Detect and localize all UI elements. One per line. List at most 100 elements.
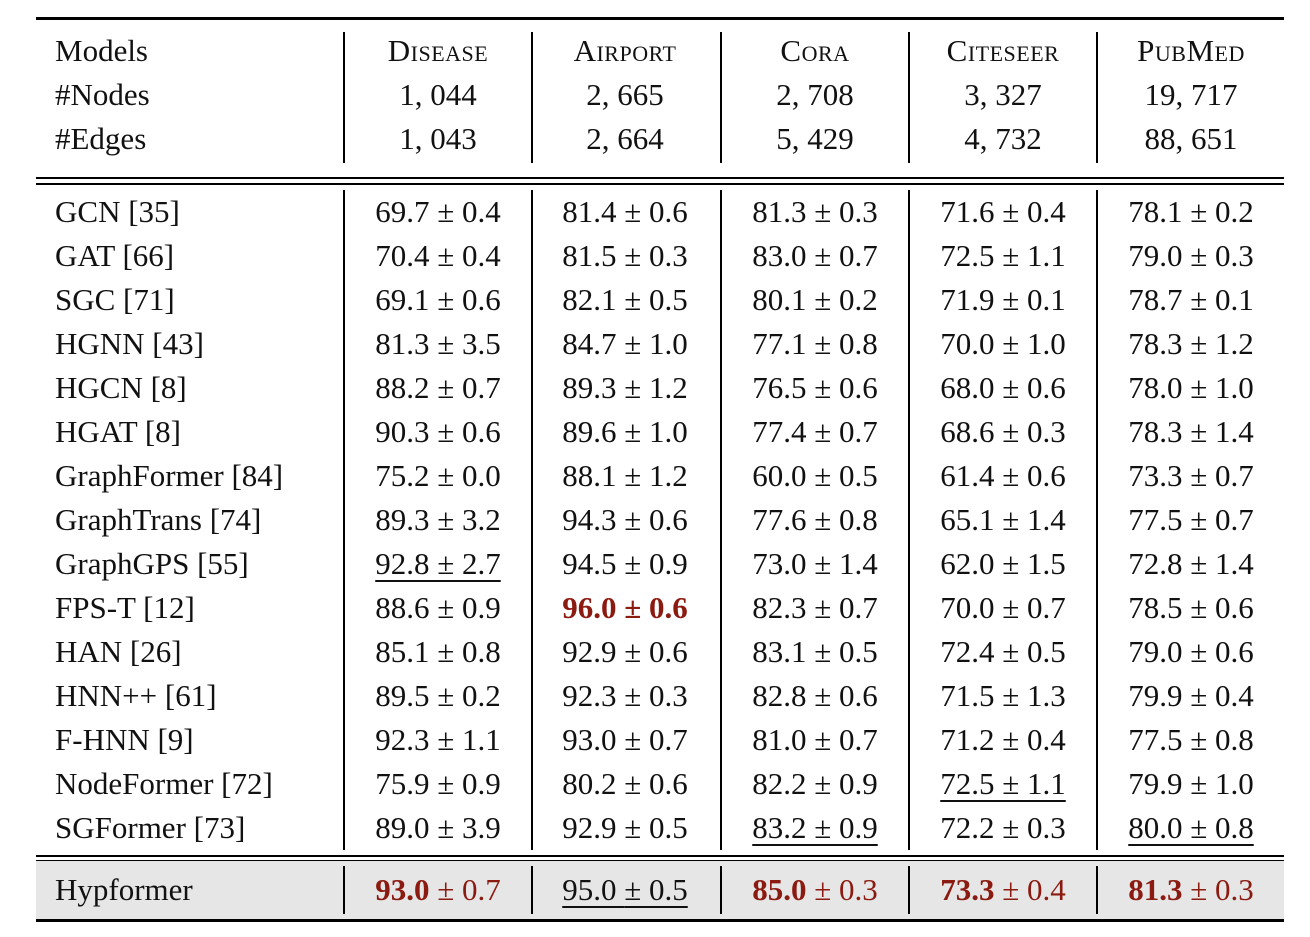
edges-cora: 5, 429 bbox=[776, 121, 854, 156]
cell-pubmed: 78.1 ± 0.2 bbox=[1128, 194, 1254, 229]
cell-citeseer: 68.6 ± 0.3 bbox=[940, 414, 1066, 449]
cell-cora: 76.5 ± 0.6 bbox=[752, 370, 878, 405]
hypformer-row: Hypformer 93.0 ± 0.7 95.0 ± 0.5 85.0 ± 0… bbox=[36, 868, 1284, 912]
cell-citeseer: 72.2 ± 0.3 bbox=[940, 810, 1066, 845]
top-rule bbox=[36, 17, 1284, 20]
hypformer-mean: 93.0 bbox=[375, 872, 430, 907]
cell-cora: 82.8 ± 0.6 bbox=[752, 678, 878, 713]
table-row: GraphFormer [84] 75.2 ± 0.0 88.1 ± 1.2 60.0… bbox=[36, 454, 1284, 498]
nodes-disease: 1, 044 bbox=[399, 77, 477, 112]
cell-disease: 69.1 ± 0.6 bbox=[375, 282, 501, 317]
model-name: GraphGPS [55] bbox=[55, 546, 249, 581]
hypformer-cell-airport: 95.0 ± 0.5 bbox=[532, 868, 718, 912]
models-label: Models bbox=[55, 33, 148, 68]
dataset-citeseer: Citeseer bbox=[946, 33, 1060, 68]
cell-citeseer: 72.5 ± 1.1 bbox=[940, 766, 1066, 801]
hypformer-cell-disease: 93.0 ± 0.7 bbox=[346, 868, 530, 912]
cell-cora: 77.1 ± 0.8 bbox=[752, 326, 878, 361]
hypformer-std: ± 0.3 bbox=[814, 872, 878, 907]
cell-pubmed: 73.3 ± 0.7 bbox=[1128, 458, 1254, 493]
model-name: NodeFormer [72] bbox=[55, 766, 273, 801]
hypformer-model: Hypformer bbox=[55, 872, 193, 907]
cell-disease: 89.3 ± 3.2 bbox=[375, 502, 501, 537]
cell-cora: 73.0 ± 1.4 bbox=[752, 546, 878, 581]
cell-pubmed: 79.9 ± 0.4 bbox=[1128, 678, 1254, 713]
cell-disease: 92.3 ± 1.1 bbox=[375, 722, 501, 757]
model-name: HGCN [8] bbox=[55, 370, 187, 405]
table-row: SGFormer [73] 89.0 ± 3.9 92.9 ± 0.5 83.2 ± … bbox=[36, 806, 1284, 850]
table-row: HGAT [8] 90.3 ± 0.6 89.6 ± 1.0 77.4 ± 0.7 68… bbox=[36, 410, 1284, 454]
header-double-rule-top bbox=[36, 177, 1284, 179]
cell-airport: 89.6 ± 1.0 bbox=[562, 414, 688, 449]
table-row: GraphGPS [55] 92.8 ± 2.7 94.5 ± 0.9 73.0 ± … bbox=[36, 542, 1284, 586]
cell-pubmed: 79.0 ± 0.6 bbox=[1128, 634, 1254, 669]
hypformer-std: ± 0.3 bbox=[1190, 872, 1254, 907]
cell-airport: 93.0 ± 0.7 bbox=[562, 722, 688, 757]
cell-disease: 89.5 ± 0.2 bbox=[375, 678, 501, 713]
cell-disease: 81.3 ± 3.5 bbox=[375, 326, 501, 361]
edges-pubmed: 88, 651 bbox=[1144, 121, 1238, 156]
vline-2-header bbox=[531, 32, 533, 163]
table-row: HNN++ [61] 89.5 ± 0.2 92.3 ± 0.3 82.8 ± 0.6… bbox=[36, 674, 1284, 718]
cell-disease: 90.3 ± 0.6 bbox=[375, 414, 501, 449]
table-row: GCN [35] 69.7 ± 0.4 81.4 ± 0.6 81.3 ± 0.3 71… bbox=[36, 190, 1284, 234]
cell-airport: 94.5 ± 0.9 bbox=[562, 546, 688, 581]
hypformer-highlight bbox=[36, 861, 1284, 919]
cell-cora: 83.1 ± 0.5 bbox=[752, 634, 878, 669]
cell-cora: 83.2 ± 0.9 bbox=[752, 810, 878, 845]
edges-airport: 2, 664 bbox=[586, 121, 664, 156]
cell-citeseer: 68.0 ± 0.6 bbox=[940, 370, 1066, 405]
cell-pubmed: 77.5 ± 0.8 bbox=[1128, 722, 1254, 757]
cell-pubmed: 78.5 ± 0.6 bbox=[1128, 590, 1254, 625]
model-name: GCN [35] bbox=[55, 194, 180, 229]
cell-airport: 82.1 ± 0.5 bbox=[562, 282, 688, 317]
vline-4-header bbox=[908, 32, 910, 163]
cell-disease: 85.1 ± 0.8 bbox=[375, 634, 501, 669]
model-name: F-HNN [9] bbox=[55, 722, 194, 757]
table-row: GAT [66] 70.4 ± 0.4 81.5 ± 0.3 83.0 ± 0.7 72… bbox=[36, 234, 1284, 278]
model-name: GraphFormer [84] bbox=[55, 458, 284, 493]
dataset-cora: Cora bbox=[780, 33, 850, 68]
cell-disease: 89.0 ± 3.9 bbox=[375, 810, 501, 845]
vline-5-body bbox=[1096, 190, 1098, 850]
hypformer-cell-citeseer: 73.3 ± 0.4 bbox=[910, 868, 1096, 912]
hypformer-mean: 81.3 bbox=[1128, 872, 1183, 907]
edges-citeseer: 4, 732 bbox=[964, 121, 1042, 156]
nodes-citeseer: 3, 327 bbox=[964, 77, 1042, 112]
cell-citeseer: 61.4 ± 0.6 bbox=[940, 458, 1066, 493]
model-name: HGAT [8] bbox=[55, 414, 181, 449]
hypformer-cell-pubmed: 81.3 ± 0.3 bbox=[1098, 868, 1284, 912]
table-row: NodeFormer [72] 75.9 ± 0.9 80.2 ± 0.6 82.2 … bbox=[36, 762, 1284, 806]
cell-pubmed: 79.0 ± 0.3 bbox=[1128, 238, 1254, 273]
cell-airport: 96.0 ± 0.6 bbox=[562, 590, 688, 625]
cell-airport: 88.1 ± 1.2 bbox=[562, 458, 688, 493]
table-row: HGNN [43] 81.3 ± 3.5 84.7 ± 1.0 77.1 ± 0.8 7… bbox=[36, 322, 1284, 366]
vline-5-hyp bbox=[1096, 866, 1098, 914]
vline-3-hyp bbox=[720, 866, 722, 914]
cell-cora: 60.0 ± 0.5 bbox=[752, 458, 878, 493]
cell-disease: 88.2 ± 0.7 bbox=[375, 370, 501, 405]
vline-2-body bbox=[531, 190, 533, 850]
cell-pubmed: 78.3 ± 1.4 bbox=[1128, 414, 1254, 449]
bottom-rule bbox=[36, 919, 1284, 922]
dataset-airport: Airport bbox=[573, 33, 677, 68]
body-double-rule-top bbox=[36, 855, 1284, 857]
cell-airport: 84.7 ± 1.0 bbox=[562, 326, 688, 361]
cell-pubmed: 80.0 ± 0.8 bbox=[1128, 810, 1254, 845]
cell-airport: 92.9 ± 0.5 bbox=[562, 810, 688, 845]
vline-4-body bbox=[908, 190, 910, 850]
cell-cora: 77.4 ± 0.7 bbox=[752, 414, 878, 449]
hypformer-mean: 95.0 bbox=[562, 872, 617, 907]
header-row-nodes: #Nodes 1, 044 2, 665 2, 708 3, 327 19, 7… bbox=[36, 73, 1284, 117]
cell-cora: 82.3 ± 0.7 bbox=[752, 590, 878, 625]
cell-pubmed: 72.8 ± 1.4 bbox=[1128, 546, 1254, 581]
cell-cora: 81.0 ± 0.7 bbox=[752, 722, 878, 757]
model-name: SGC [71] bbox=[55, 282, 175, 317]
cell-disease: 75.9 ± 0.9 bbox=[375, 766, 501, 801]
dataset-pubmed: PubMed bbox=[1137, 33, 1245, 68]
table-row: F-HNN [9] 92.3 ± 1.1 93.0 ± 0.7 81.0 ± 0.7 7… bbox=[36, 718, 1284, 762]
cell-citeseer: 70.0 ± 1.0 bbox=[940, 326, 1066, 361]
hypformer-std: ± 0.7 bbox=[437, 872, 501, 907]
nodes-pubmed: 19, 717 bbox=[1144, 77, 1238, 112]
table-row: FPS-T [12] 88.6 ± 0.9 96.0 ± 0.6 82.3 ± 0.7… bbox=[36, 586, 1284, 630]
